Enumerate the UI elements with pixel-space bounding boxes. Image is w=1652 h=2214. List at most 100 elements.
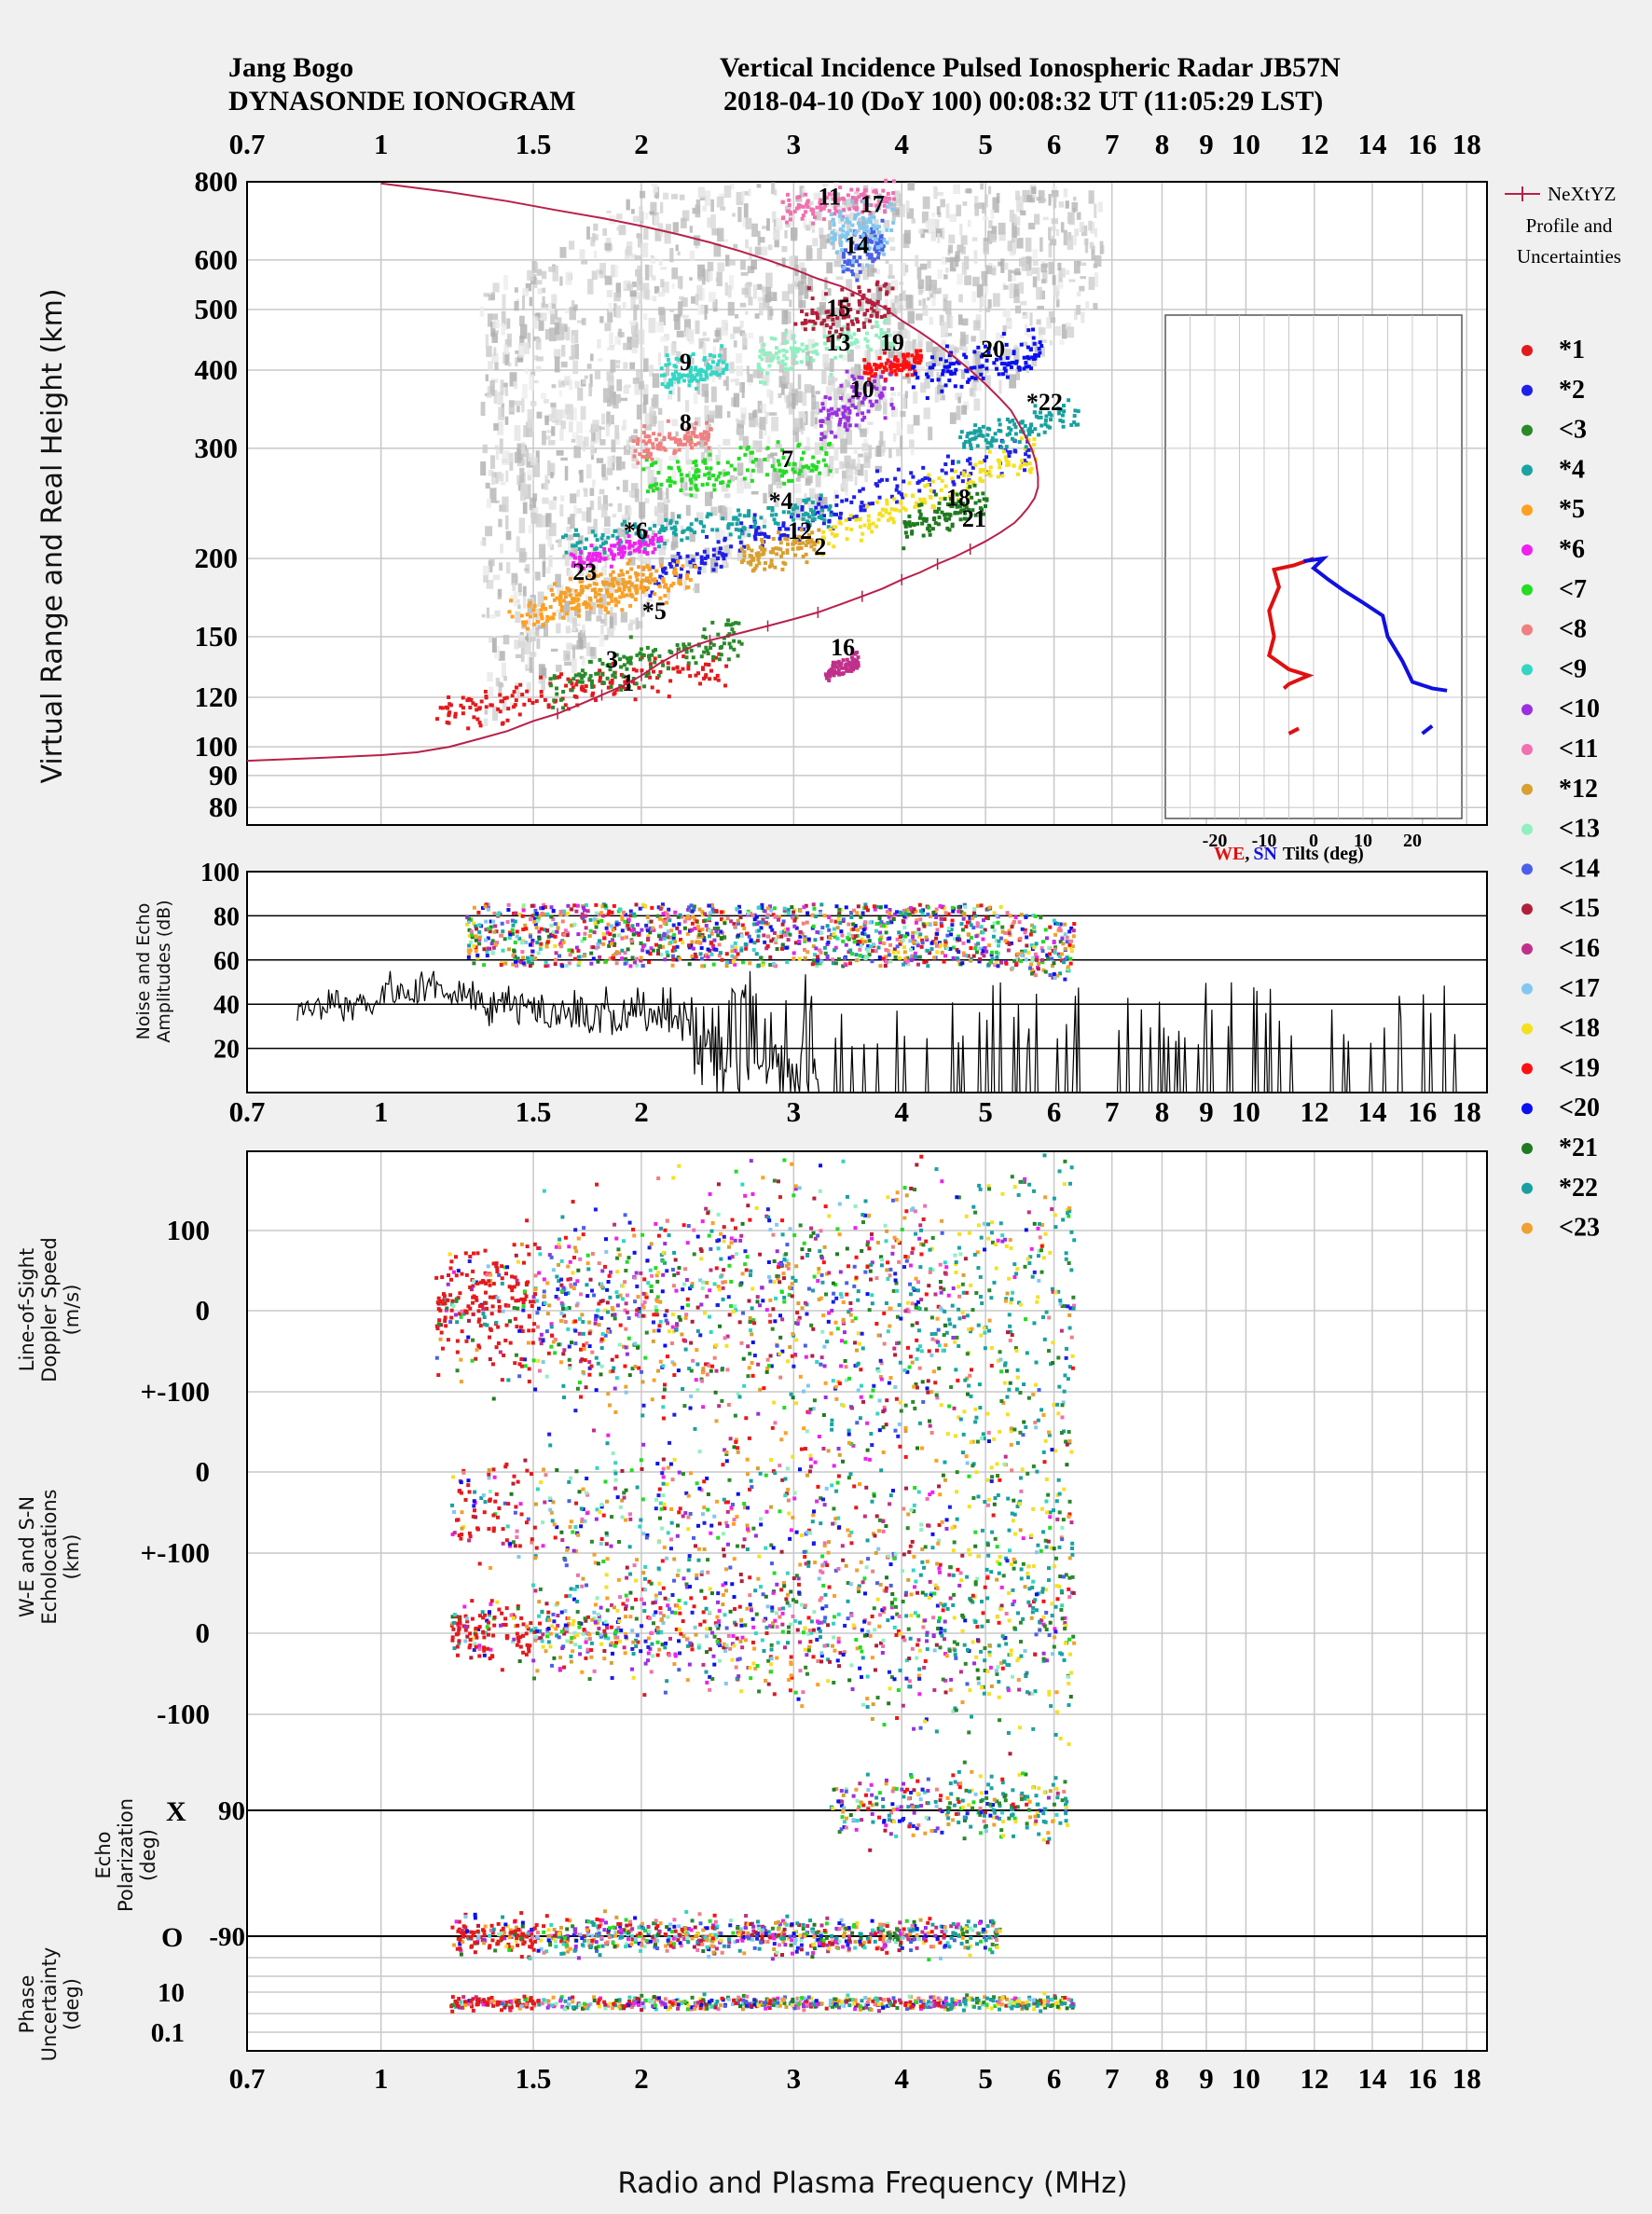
clutter-mark <box>771 473 777 486</box>
echo-point <box>572 597 577 601</box>
clutter-mark <box>1053 192 1057 209</box>
clutter-mark <box>1058 201 1065 208</box>
echo-point <box>742 550 747 555</box>
clutter-mark <box>728 275 735 290</box>
clutter-mark <box>762 375 769 387</box>
clutter-mark <box>522 502 528 515</box>
clutter-mark <box>804 384 812 393</box>
clutter-mark <box>789 214 795 220</box>
echo-point <box>612 557 616 561</box>
echo-point <box>871 223 875 227</box>
echo-point <box>809 468 814 473</box>
echo-point <box>642 424 647 429</box>
clutter-mark <box>806 350 814 353</box>
clutter-mark <box>829 358 834 373</box>
clutter-mark <box>730 378 736 382</box>
echo-point <box>874 333 879 337</box>
clutter-mark <box>505 470 509 483</box>
echo-point <box>637 685 641 690</box>
echo-point <box>642 542 647 546</box>
echo-point <box>663 526 668 530</box>
clutter-mark <box>656 514 664 527</box>
clutter-mark <box>639 502 646 518</box>
echo-point <box>1004 342 1009 347</box>
echo-point <box>727 641 732 646</box>
clutter-mark <box>795 497 803 511</box>
clutter-mark <box>659 309 667 326</box>
echo-point <box>854 384 859 389</box>
clutter-mark <box>795 198 803 202</box>
echo-point <box>800 216 805 221</box>
echo-point <box>592 581 597 585</box>
clutter-mark <box>813 408 820 413</box>
clutter-mark <box>589 429 596 433</box>
echo-point <box>582 560 586 565</box>
echo-point <box>612 692 616 696</box>
echo-point <box>1024 445 1028 449</box>
clutter-mark <box>904 229 911 244</box>
echo-point <box>981 491 985 496</box>
clutter-mark <box>538 320 544 331</box>
clutter-mark <box>664 504 668 520</box>
echo-point <box>690 374 695 378</box>
echo-point <box>559 604 564 609</box>
echo-point <box>588 674 593 679</box>
echo-point <box>891 364 896 368</box>
echo-point <box>465 698 470 703</box>
clutter-mark <box>623 385 629 394</box>
echo-point <box>626 660 631 665</box>
clutter-mark <box>610 359 616 373</box>
echo-point <box>836 659 841 664</box>
echo-point <box>832 192 836 197</box>
echo-point <box>746 543 750 548</box>
echo-point <box>1031 336 1036 340</box>
echo-point <box>568 680 572 684</box>
clutter-mark <box>959 224 963 236</box>
echo-point <box>714 477 719 482</box>
echo-point <box>849 187 854 192</box>
echo-point <box>866 228 871 233</box>
clutter-mark <box>726 411 731 418</box>
echo-point <box>870 529 874 534</box>
clutter-mark <box>785 224 791 228</box>
clutter-mark <box>833 447 839 461</box>
echo-point <box>929 378 934 382</box>
echo-point <box>707 446 711 450</box>
echo-point <box>785 367 790 372</box>
echo-point <box>736 517 740 522</box>
clutter-mark <box>1055 298 1060 308</box>
echo-point <box>561 690 566 694</box>
echo-point <box>850 394 855 399</box>
echo-point <box>840 330 845 335</box>
clutter-mark <box>575 623 581 626</box>
echo-point <box>609 593 613 598</box>
clutter-mark <box>841 381 847 393</box>
echo-point <box>685 576 690 581</box>
sn-tilt-curve <box>1303 556 1448 693</box>
clutter-mark <box>900 435 903 449</box>
echo-point <box>887 307 891 311</box>
clutter-mark <box>525 628 532 634</box>
echo-point <box>477 721 482 725</box>
echo-point <box>749 450 753 455</box>
clutter-mark <box>877 357 883 365</box>
clutter-mark <box>799 186 805 198</box>
echo-point <box>780 551 785 556</box>
echo-point <box>617 543 622 548</box>
clutter-mark <box>697 276 705 282</box>
clutter-mark <box>883 219 890 228</box>
clutter-mark <box>766 456 770 462</box>
echo-point <box>779 474 784 478</box>
clutter-mark <box>617 339 621 346</box>
echo-point <box>572 556 577 560</box>
echo-point <box>797 347 802 351</box>
clutter-mark <box>769 292 778 302</box>
echo-point <box>875 280 880 284</box>
echo-point <box>708 677 712 681</box>
echo-point <box>831 339 835 344</box>
clutter-mark <box>825 386 833 398</box>
echo-point <box>1069 422 1074 427</box>
echo-point <box>742 544 747 549</box>
clutter-mark <box>1039 339 1047 343</box>
clutter-mark <box>773 226 780 241</box>
